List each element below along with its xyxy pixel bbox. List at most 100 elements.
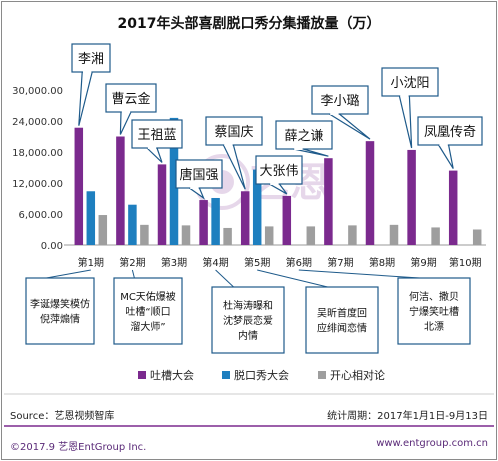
name-label: 唐国强	[179, 167, 218, 183]
bar	[282, 195, 292, 245]
annotation-text: 溜大师”	[130, 320, 165, 333]
callout-pointer	[145, 147, 163, 163]
name-callout	[381, 67, 439, 97]
bar	[472, 229, 482, 245]
annotation-text: 宁爆笑吐槽	[409, 305, 459, 318]
x-tick-label: 第10期	[449, 256, 482, 269]
bar	[116, 136, 125, 245]
annotation-text: 李诞爆笑模仿	[30, 298, 90, 311]
bar	[348, 225, 357, 245]
annotation-leader	[131, 269, 135, 279]
x-tick-label: 第3期	[161, 256, 187, 269]
annotation-box	[305, 286, 379, 354]
name-label: 小沈阳	[390, 76, 429, 91]
website: www.entgroup.com.cn	[376, 438, 488, 449]
callout-pointer	[187, 187, 205, 200]
name-label: 蔡国庆	[214, 125, 253, 140]
name-label: 凤凰传奇	[424, 124, 476, 140]
callout-pointer	[293, 148, 329, 157]
bar	[157, 164, 167, 245]
legend-swatch	[222, 371, 230, 379]
bar	[86, 191, 96, 245]
x-tick-label: 第7期	[327, 256, 353, 269]
bar	[199, 200, 208, 245]
name-label: 李小璐	[320, 94, 359, 109]
x-tick-label: 第5期	[244, 256, 270, 269]
bar	[98, 215, 108, 245]
legend-label: 吐槽大会	[150, 368, 194, 382]
annotation-box	[397, 277, 471, 345]
annotation-text: 内情	[238, 329, 258, 342]
bar	[365, 141, 375, 245]
y-tick-label: 18,000.00	[12, 148, 63, 159]
annotation-text: 沈梦辰恋爱	[223, 314, 273, 327]
y-tick-label: 30,000.00	[12, 86, 63, 97]
annotation-text: 杜海涛曝和	[223, 299, 273, 312]
bar	[252, 169, 262, 245]
name-label: 王祖蓝	[137, 128, 176, 143]
bar	[407, 149, 416, 245]
x-tick-label: 第6期	[286, 256, 312, 269]
x-tick-label: 第1期	[78, 256, 104, 269]
x-tick-label: 第8期	[369, 256, 395, 269]
bar	[140, 224, 149, 245]
name-callout	[417, 116, 483, 146]
name-label: 薛之谦	[284, 129, 323, 144]
name-callout	[205, 116, 263, 146]
bar	[306, 226, 316, 245]
y-tick-label: 24,000.00	[12, 117, 63, 128]
bar	[169, 117, 179, 245]
source-note: Source：艺恩视频智库	[10, 411, 115, 422]
callout-pointer	[398, 95, 413, 149]
legend-swatch	[138, 371, 146, 379]
name-callout	[175, 159, 223, 189]
bar	[223, 227, 232, 245]
annotation-leader	[298, 269, 420, 279]
annotation-text: 倪萍煽情	[40, 313, 80, 326]
x-tick-label: 第9期	[410, 256, 436, 269]
bar	[240, 191, 250, 245]
callout-pointer	[327, 113, 371, 140]
annotation-text: 应绯闻恋情	[317, 322, 367, 335]
annotation-box	[211, 286, 285, 354]
bar	[324, 158, 333, 245]
legend-label: 开心相对论	[330, 368, 385, 382]
bar	[431, 227, 440, 245]
annotation-leader	[215, 269, 234, 288]
y-tick-label: 12,000.00	[12, 179, 63, 190]
annotation-text: 北漂	[424, 321, 444, 333]
bar	[448, 170, 458, 245]
callout-pointer	[437, 144, 454, 169]
name-callout	[255, 155, 303, 185]
name-label: 李湘	[78, 52, 104, 67]
name-callout	[311, 85, 369, 115]
bar	[128, 204, 137, 245]
name-label: 曹云金	[111, 91, 150, 107]
legend-label: 脱口秀大会	[234, 368, 289, 382]
annotation-leader	[257, 269, 328, 288]
name-callout	[275, 120, 333, 150]
period-note: 统计周期：2017年1月1日-9月13日	[327, 411, 488, 422]
x-tick-label: 第2期	[119, 256, 145, 269]
annotation-leader	[46, 269, 91, 279]
bar	[264, 226, 274, 245]
name-label: 大张伟	[259, 164, 298, 179]
annotation-text: MC天佑爆被	[120, 290, 176, 303]
annotation-box	[113, 277, 183, 345]
name-callout	[131, 119, 183, 149]
annotation-text: 吐槽“顺口	[125, 305, 170, 318]
chart-title: 2017年头部喜剧脱口秀分集播放量（万）	[118, 15, 381, 32]
annotation-box	[25, 277, 95, 345]
x-tick-label: 第4期	[202, 256, 228, 269]
bar	[181, 225, 191, 245]
annotation-text: 何洁、撒贝	[409, 290, 459, 303]
bar	[74, 127, 84, 245]
y-tick-label: 0.00	[41, 241, 63, 252]
bar	[389, 224, 399, 245]
bar	[211, 197, 220, 245]
y-tick-label: 6,000.00	[18, 210, 63, 221]
callout-pointer	[78, 71, 93, 126]
name-callout	[105, 83, 157, 113]
annotation-text: 吴昕首度回	[317, 307, 367, 320]
